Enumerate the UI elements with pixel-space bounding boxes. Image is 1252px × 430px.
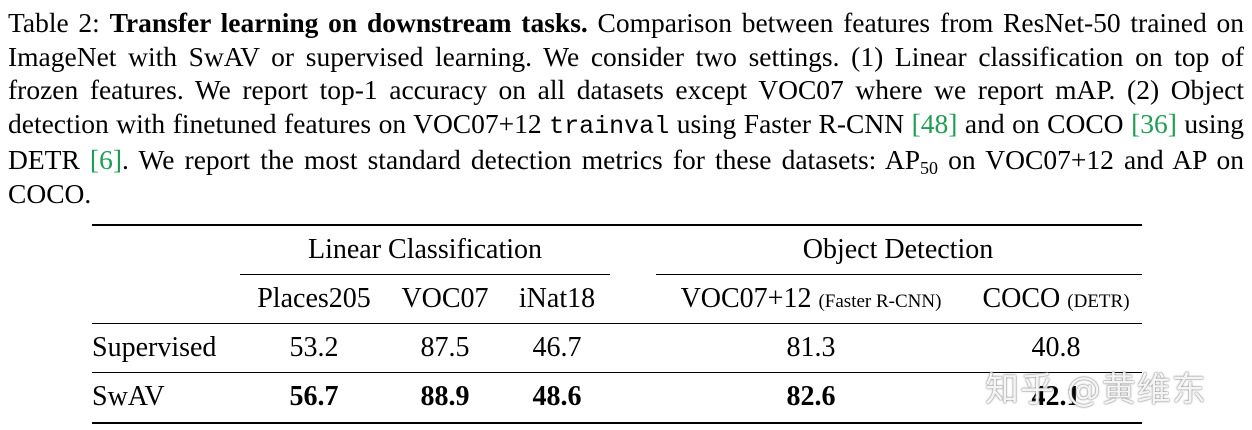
table-cell-best: 82.6 [786,381,836,412]
caption-mono-term: trainval [549,111,670,141]
column-header: Places205 [257,283,371,314]
caption-subscript: 50 [920,158,939,179]
caption-text: . We report the most standard detection … [121,144,921,176]
caption-text: on VOC07+12 and AP on COCO. [8,144,1244,209]
caption-text: and on COCO [957,107,1132,139]
column-header: VOC07+12 (Faster R-CNN) [681,283,942,318]
group-header-detection: Object Detection [802,234,994,265]
table-cell: 53.2 [289,332,339,363]
table-cell: 40.8 [1031,332,1081,363]
zhihu-watermark: 知乎 @黄维东 [985,370,1207,410]
caption-text: using Faster R-CNN [669,107,912,139]
column-header: COCO (DETR) [982,283,1129,318]
caption-label: Table 2: [8,7,110,38]
group-header-linear: Linear Classification [307,234,543,265]
caption-title: Transfer learning on downstream tasks. [109,7,588,38]
header-rule [92,323,1142,324]
top-rule [92,224,1142,226]
citation-link[interactable]: [36] [1131,107,1177,139]
table-cell: 81.3 [786,332,836,363]
table-cell-best: 56.7 [289,381,339,412]
group-rule-detection [656,274,1142,275]
table-cell-best: 42.1 [1031,381,1081,412]
column-header-name: VOC07+12 [680,283,812,314]
bottom-rule [92,422,1142,424]
caption-text: Comparison between features from ResNet-… [8,7,1244,139]
column-header: VOC07 [401,283,489,314]
row-label: Supervised [92,332,217,363]
row-label: SwAV [92,381,165,412]
citation-link[interactable]: [48] [911,107,958,139]
group-rule-linear [240,274,610,275]
table-cell-best: 88.9 [420,381,470,412]
caption-text: using DETR [8,107,1244,176]
table-caption: Table 2: Transfer learning on downstream… [8,6,1244,211]
table-cell-best: 48.6 [532,381,582,412]
column-header-note: (DETR) [1067,291,1130,312]
table-cell: 87.5 [420,332,470,363]
column-header-name: COCO [982,283,1061,314]
table-cell: 46.7 [532,332,582,363]
column-header: iNat18 [518,283,596,314]
citation-link[interactable]: [6] [89,144,122,176]
column-header-note: (Faster R-CNN) [818,291,942,312]
mid-rule [92,372,1142,373]
